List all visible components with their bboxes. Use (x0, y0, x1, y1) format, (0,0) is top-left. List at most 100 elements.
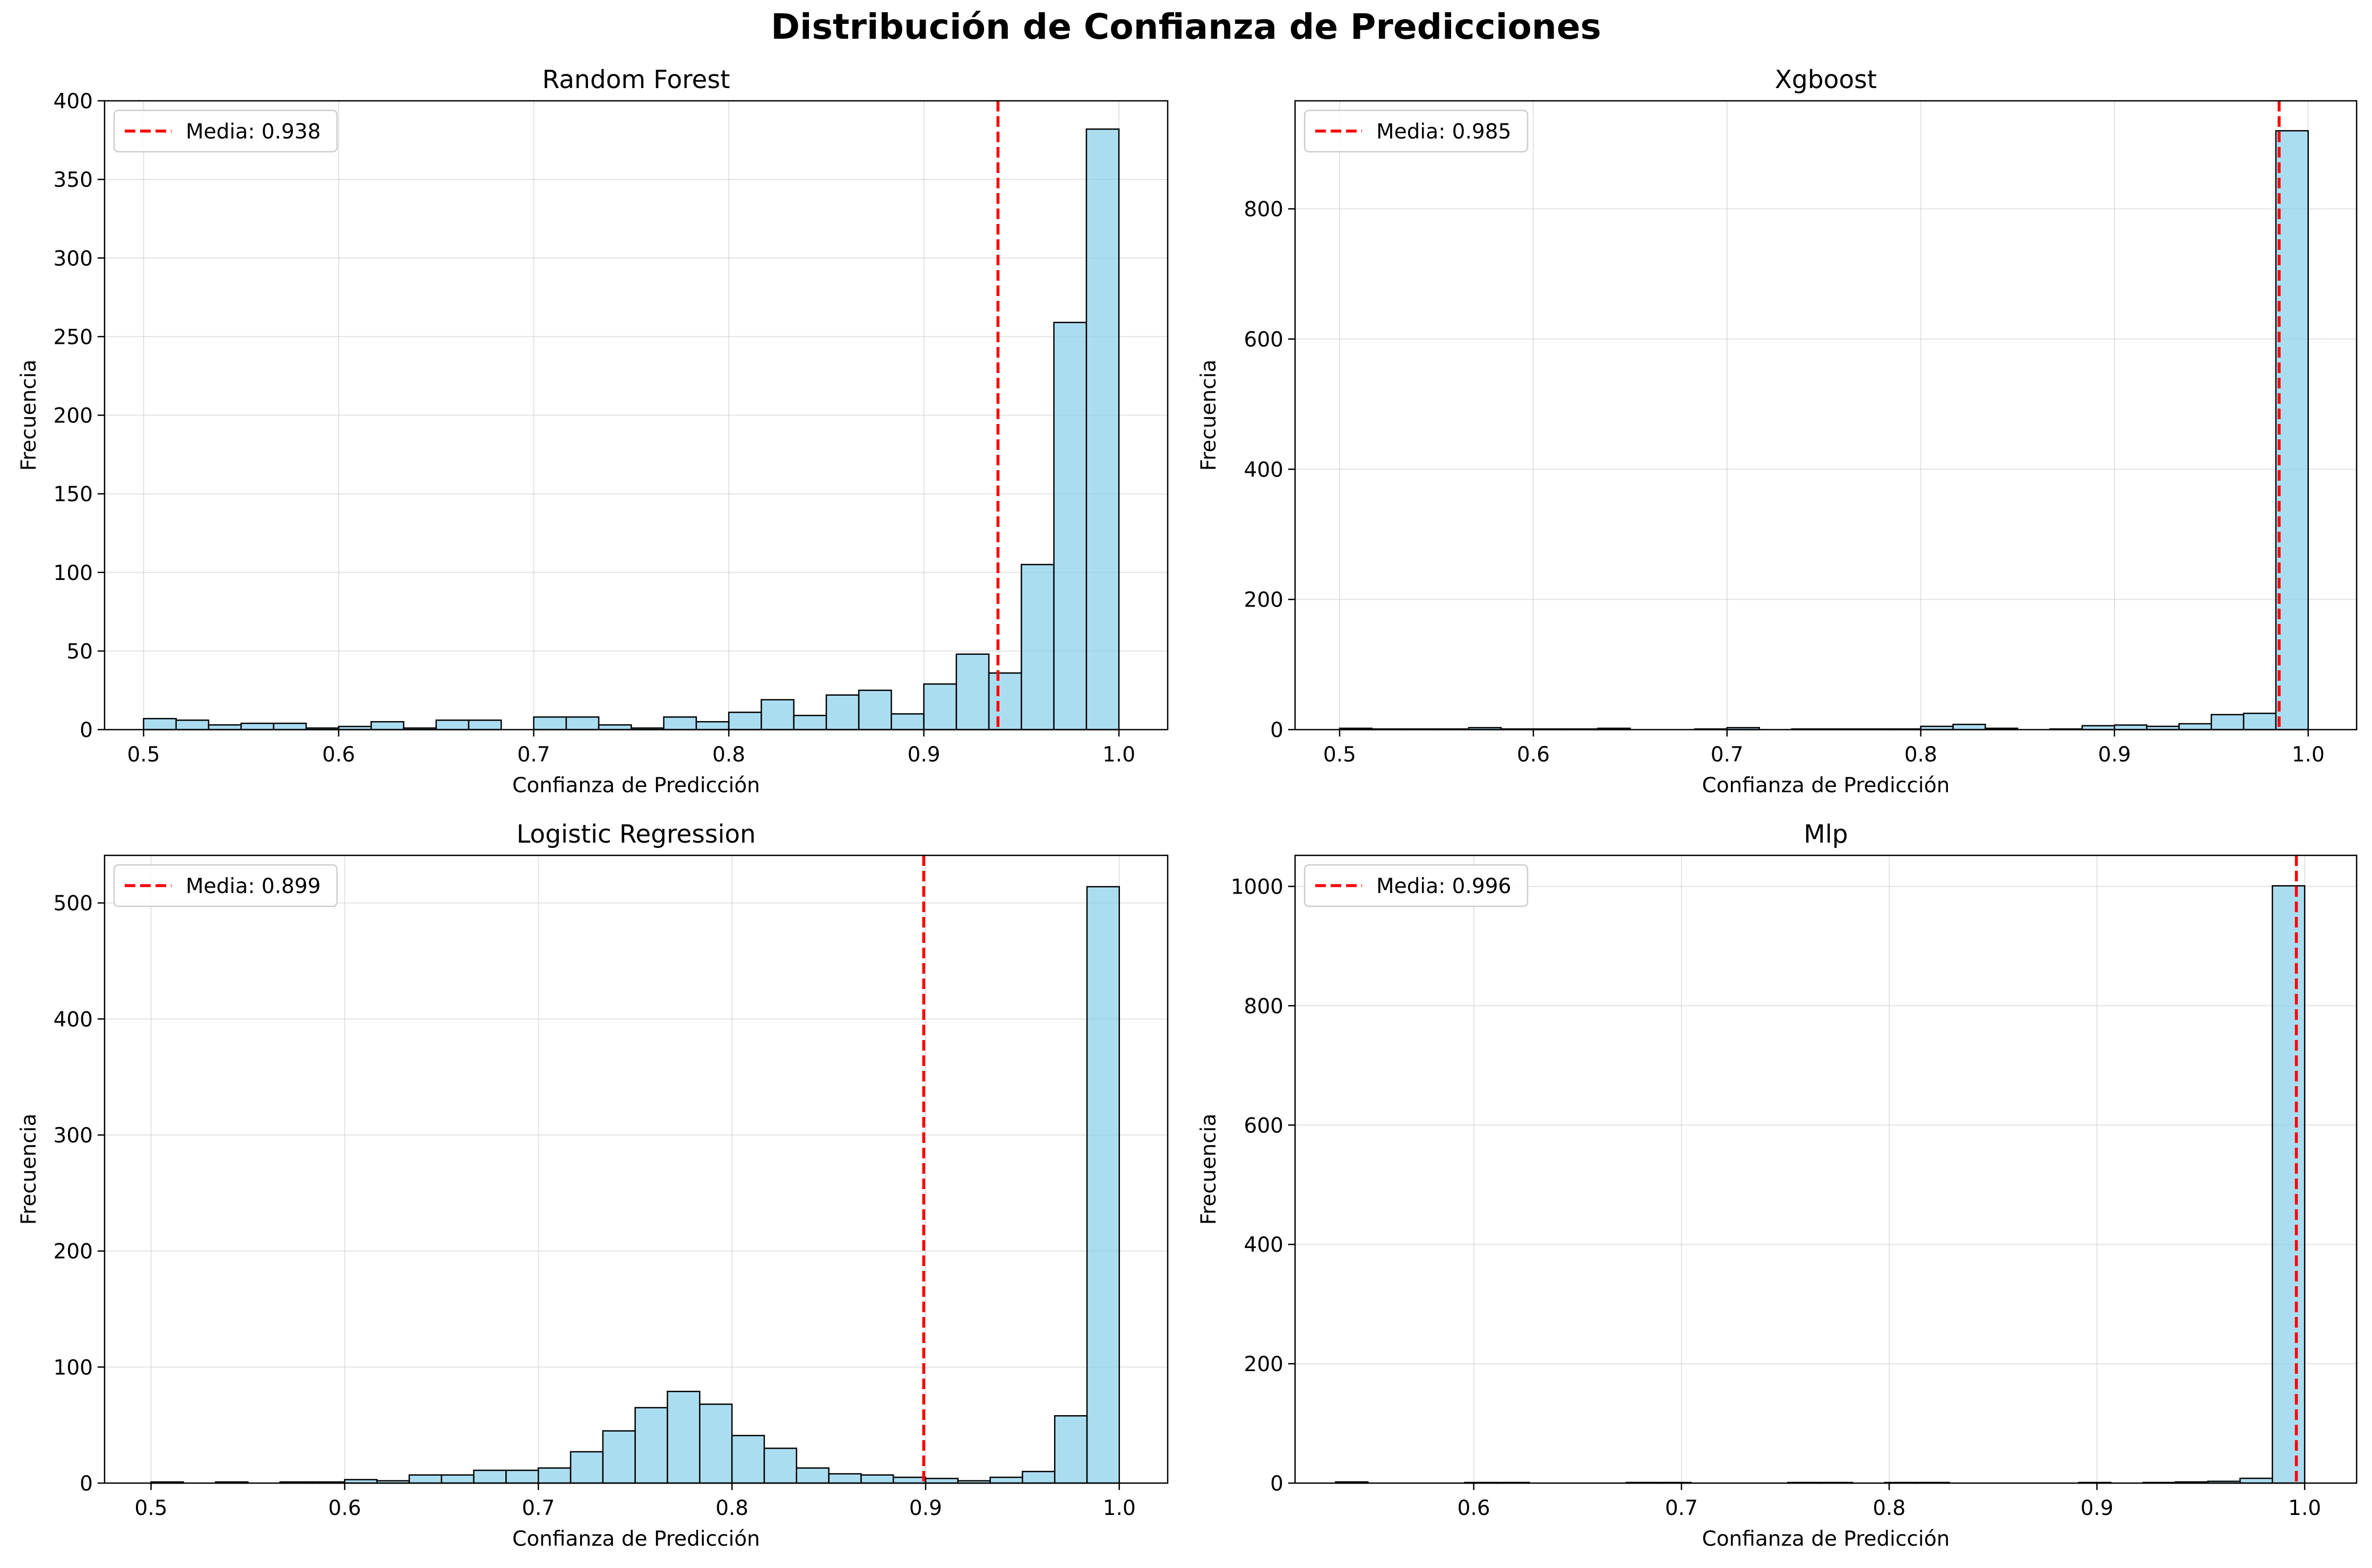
y-tick-label: 800 (1244, 198, 1283, 222)
x-tick-label: 1.0 (1103, 1496, 1136, 1520)
x-tick-label: 0.8 (1873, 1496, 1905, 1520)
y-axis-label: Frecuencia (17, 1114, 41, 1225)
x-tick-label: 0.6 (322, 743, 355, 767)
histogram-bar (598, 724, 632, 731)
x-tick-label: 0.5 (135, 1496, 168, 1520)
histogram-bar (955, 653, 990, 731)
x-tick-label: 0.7 (522, 1496, 555, 1520)
histogram-bar (1085, 128, 1120, 731)
histogram-bar (468, 719, 502, 731)
legend: Media: 0.985 (1304, 109, 1529, 153)
x-tick-label: 0.5 (1323, 743, 1356, 767)
y-tick-label: 400 (54, 1008, 93, 1032)
histogram-bar (825, 694, 860, 731)
x-tick-label: 0.6 (1517, 743, 1550, 767)
histogram-bar (989, 1476, 1023, 1484)
x-tick-label: 0.8 (1904, 743, 1937, 767)
histogram-bar (1021, 564, 1055, 731)
histogram-bar (925, 1478, 959, 1484)
x-axis-label: Confianza de Predicción (512, 774, 760, 798)
y-tick-label: 0 (80, 718, 93, 742)
histogram-bar (602, 1430, 636, 1484)
x-tick-label: 1.0 (2288, 1496, 2321, 1520)
legend-label: Media: 0.996 (1376, 874, 1511, 898)
y-tick-label: 400 (1244, 1233, 1283, 1257)
x-tick-label: 1.0 (2292, 743, 2325, 767)
histogram-bar (1022, 1470, 1056, 1484)
histogram-bar (763, 1448, 797, 1484)
y-tick-label: 50 (66, 640, 93, 664)
x-tick-label: 0.8 (712, 743, 745, 767)
subplot-title: Xgboost (1775, 65, 1877, 94)
histogram-bar (1054, 1415, 1088, 1484)
x-axis-label: Confianza de Predicción (1702, 1527, 1950, 1551)
legend: Media: 0.938 (113, 109, 338, 153)
histogram-bar (240, 722, 274, 731)
y-axis-label: Frecuencia (1197, 360, 1221, 471)
y-tick-label: 400 (1244, 458, 1283, 482)
x-axis-label: Confianza de Predicción (512, 1527, 760, 1551)
x-tick-label: 0.6 (1457, 1496, 1490, 1520)
histogram-bar (2178, 723, 2212, 731)
y-tick-label: 1000 (1231, 875, 1283, 899)
y-tick-label: 300 (54, 1124, 93, 1148)
histogram-bar (988, 672, 1022, 731)
histogram-bar (2242, 713, 2277, 731)
histogram-bar (667, 1391, 701, 1484)
y-tick-label: 200 (54, 1240, 93, 1264)
histogram-bar (2272, 885, 2306, 1484)
x-tick-label: 0.9 (909, 1496, 942, 1520)
histogram-bar (175, 719, 210, 731)
histogram-bar (273, 722, 307, 731)
x-tick-label: 0.7 (1711, 743, 1744, 767)
histogram-bar (695, 721, 730, 731)
subplot-title: Random Forest (542, 65, 730, 94)
histogram-bar (408, 1474, 443, 1484)
histogram-bar (858, 689, 892, 731)
histogram-bar (699, 1404, 733, 1484)
x-tick-label: 0.7 (517, 743, 550, 767)
legend: Media: 0.996 (1304, 864, 1529, 907)
figure-title: Distribución de Confianza de Prediccione… (771, 6, 1601, 47)
y-tick-label: 500 (54, 892, 93, 916)
histogram-bar (923, 683, 958, 731)
subplot-title: Logistic Regression (516, 820, 756, 849)
histogram-bar (1086, 886, 1120, 1484)
histogram-bar (538, 1467, 572, 1484)
legend-label: Media: 0.899 (186, 874, 321, 898)
y-tick-label: 200 (54, 404, 93, 428)
axes-frame (1294, 100, 2358, 731)
y-tick-label: 100 (54, 561, 93, 585)
x-axis-label: Confianza de Predicción (1702, 774, 1950, 798)
y-axis-label: Frecuencia (17, 360, 41, 471)
y-tick-label: 0 (1270, 1472, 1283, 1496)
y-tick-label: 300 (54, 247, 93, 271)
histogram-bar (731, 1435, 765, 1484)
y-tick-label: 100 (54, 1356, 93, 1380)
chart-panel-4: 0.6 0.7 0.8 0.9 1.0 0 200 400 600 800 1000 Mlp Confi… (1197, 820, 2358, 1551)
legend-box (1304, 109, 1529, 153)
x-tick-label: 0.5 (127, 743, 160, 767)
legend: Media: 0.899 (113, 864, 338, 907)
histogram-bar (663, 716, 697, 731)
histogram-bar (891, 713, 925, 731)
x-tick-label: 0.8 (715, 1496, 748, 1520)
histogram-bar (860, 1474, 894, 1484)
x-tick-label: 1.0 (1102, 743, 1135, 767)
subplot-title: Mlp (1804, 820, 1848, 849)
chart-panel-3: 0.5 0.6 0.7 0.8 0.9 1.0 0 100 200 300 400 500 Logist… (17, 820, 1169, 1551)
y-tick-label: 0 (1270, 718, 1283, 742)
histogram-bar (634, 1407, 668, 1484)
histogram-bar (570, 1451, 604, 1484)
histogram-bar (796, 1467, 830, 1484)
axes-frame (103, 854, 1169, 1484)
y-tick-label: 600 (1244, 1114, 1283, 1138)
y-tick-label: 200 (1244, 1353, 1283, 1376)
y-tick-label: 350 (54, 168, 93, 192)
legend-label: Media: 0.938 (186, 120, 321, 144)
histogram-bar (208, 724, 242, 731)
histogram-bar (761, 699, 795, 731)
histogram-bar (473, 1469, 507, 1484)
histogram-bar (892, 1476, 927, 1484)
